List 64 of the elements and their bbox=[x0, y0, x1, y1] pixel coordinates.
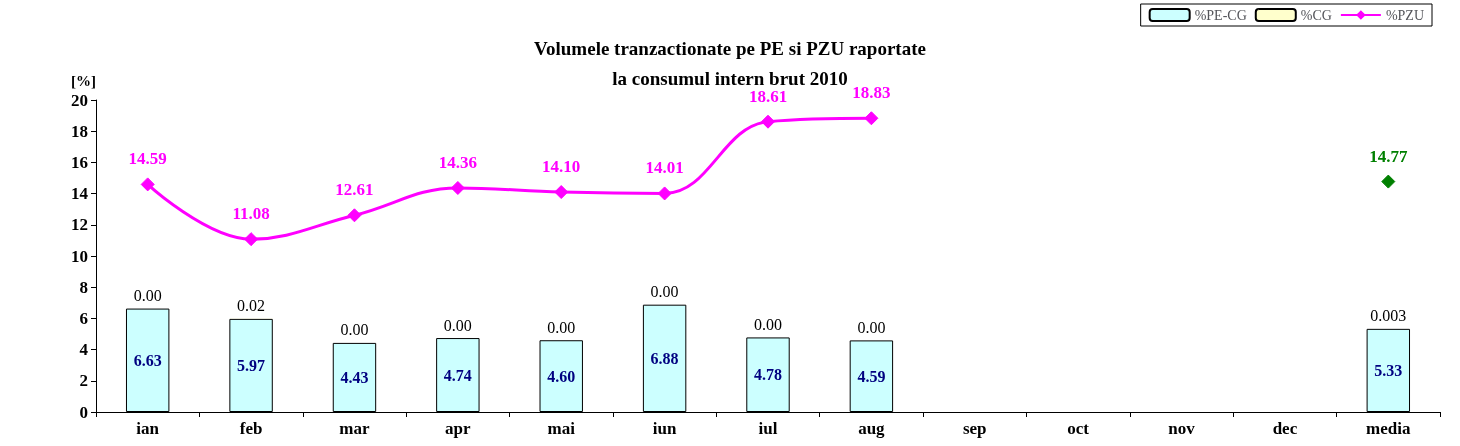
data-label: 0.003 bbox=[1370, 307, 1407, 325]
data-label: 11.08 bbox=[232, 204, 270, 224]
x-tick-label: sep bbox=[962, 419, 987, 438]
data-label: 0.00 bbox=[754, 315, 782, 333]
data-label: 14.59 bbox=[128, 149, 167, 169]
data-label: 4.78 bbox=[754, 366, 782, 384]
point bbox=[761, 114, 775, 129]
data-label: 18.83 bbox=[852, 83, 891, 103]
y-axis-title: [%] bbox=[71, 72, 96, 89]
data-label: 4.74 bbox=[443, 366, 472, 384]
x-tick-label: media bbox=[1366, 419, 1411, 438]
x-tick-label: oct bbox=[1067, 419, 1090, 438]
data-label: 0.00 bbox=[547, 318, 576, 336]
x-tick-label: nov bbox=[1168, 419, 1196, 438]
data-label: 6.88 bbox=[650, 349, 679, 367]
data-label: 4.60 bbox=[547, 367, 576, 385]
data-label: 12.61 bbox=[335, 180, 374, 200]
y-tick-label: 8 bbox=[79, 277, 88, 297]
point bbox=[1381, 174, 1396, 189]
y-tick-label: 4 bbox=[79, 340, 89, 360]
data-label: 14.36 bbox=[438, 152, 477, 172]
y-tick-label: 6 bbox=[79, 308, 88, 328]
x-tick-label: aug bbox=[858, 419, 886, 438]
x-tick-label: apr bbox=[445, 419, 472, 438]
point bbox=[657, 186, 672, 201]
y-tick-label: 14 bbox=[71, 184, 89, 204]
x-tick-label: mai bbox=[547, 419, 576, 438]
point bbox=[140, 177, 155, 192]
data-label: 0.00 bbox=[443, 316, 472, 334]
data-label: 5.97 bbox=[237, 356, 266, 374]
data-label: 18.61 bbox=[748, 86, 788, 106]
point bbox=[450, 180, 465, 195]
data-label: 4.59 bbox=[857, 367, 886, 385]
data-label: 14.77 bbox=[1369, 146, 1408, 166]
data-label: 5.33 bbox=[1374, 361, 1403, 379]
legend-label: %PE-CG bbox=[1194, 7, 1247, 23]
x-tick-label: dec bbox=[1272, 419, 1298, 438]
data-label: 6.63 bbox=[133, 351, 162, 369]
y-tick-label: 2 bbox=[79, 371, 88, 391]
data-label: 0.00 bbox=[133, 287, 162, 305]
x-tick-label: ian bbox=[136, 419, 160, 438]
legend-label: %PZU bbox=[1385, 7, 1425, 23]
x-tick-label: iun bbox=[652, 419, 677, 438]
data-label: 0.00 bbox=[857, 318, 886, 336]
point bbox=[244, 232, 259, 247]
y-tick-label: 10 bbox=[71, 246, 88, 266]
x-tick-label: feb bbox=[239, 419, 263, 438]
y-tick-label: 20 bbox=[71, 90, 88, 110]
point bbox=[554, 185, 569, 200]
point bbox=[864, 111, 879, 126]
data-label: 14.01 bbox=[645, 158, 684, 178]
data-label: 0.00 bbox=[340, 321, 369, 339]
data-label: 14.10 bbox=[542, 157, 581, 177]
x-tick-label: mar bbox=[339, 419, 371, 438]
data-label: 4.43 bbox=[340, 368, 369, 386]
y-tick-label: 12 bbox=[71, 215, 88, 235]
y-tick-label: 0 bbox=[79, 402, 88, 422]
data-label: 0.00 bbox=[650, 283, 679, 301]
point bbox=[347, 208, 362, 223]
legend-label: %CG bbox=[1300, 7, 1332, 23]
data-label: 0.02 bbox=[237, 297, 266, 315]
y-tick-label: 16 bbox=[71, 152, 88, 172]
y-tick-label: 18 bbox=[71, 121, 88, 141]
x-tick-label: iul bbox=[758, 419, 778, 438]
